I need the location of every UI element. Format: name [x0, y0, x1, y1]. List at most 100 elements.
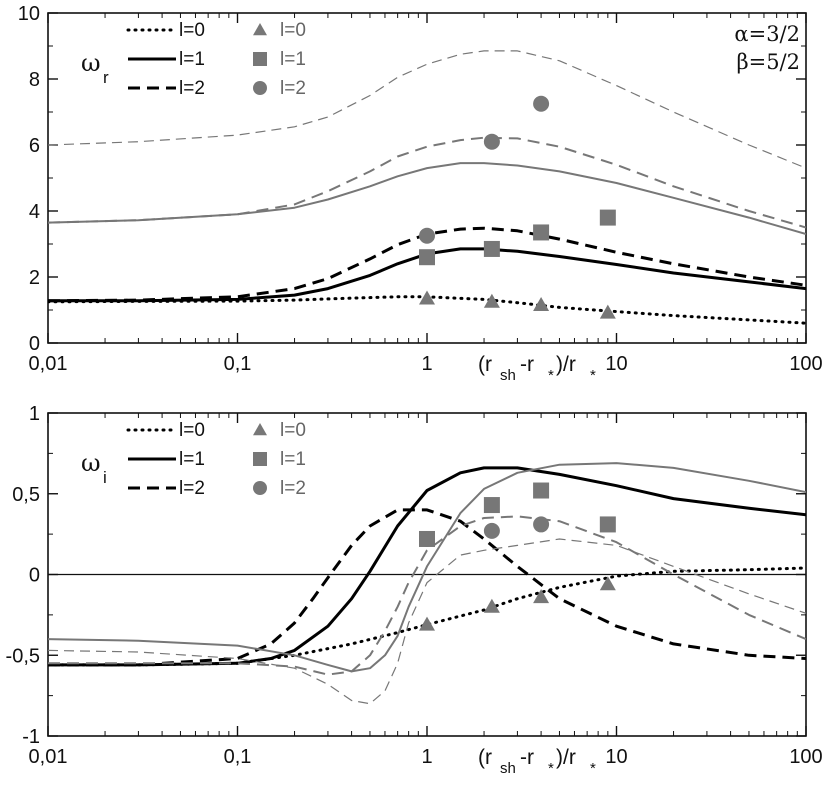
data-point-triangle [419, 616, 435, 631]
x-label-open: (r [478, 353, 492, 376]
legend-line-label: l=2 [179, 78, 205, 99]
x-label-sub-star2: * [590, 367, 596, 384]
legend-marker-label: l=0 [280, 420, 306, 441]
data-point-circle [533, 516, 550, 533]
data-point-square [599, 516, 616, 533]
y-tick-label: 8 [29, 69, 40, 91]
annotation: β=5/2 [736, 50, 800, 74]
series-line-4 [48, 136, 806, 229]
y-tick-label: 4 [29, 201, 40, 223]
data-point-square [483, 240, 500, 257]
series-line-2 [48, 508, 806, 667]
x-axis-label: (r sh -r *)/r * [478, 746, 596, 777]
data-point-triangle [419, 290, 435, 305]
series-line-2 [48, 226, 806, 303]
legend: l=0 l=1 l=2 l=0 l=1 l=2 [126, 420, 306, 499]
x-label-open: (r [478, 746, 492, 769]
series-line-5 [48, 50, 806, 169]
x-label-sub-star: * [548, 367, 554, 384]
x-tick-label: 100 [789, 353, 822, 375]
legend-marker-label: l=2 [280, 478, 306, 499]
legend-marker-circle [253, 481, 267, 495]
y-tick-label: 2 [29, 267, 40, 289]
legend-marker-label: l=2 [280, 78, 306, 99]
y-axis-label: ωr [81, 49, 109, 87]
x-tick-label: 0,1 [224, 746, 252, 768]
legend-marker-triangle [253, 23, 267, 36]
x-label-sub-star2: * [590, 760, 596, 777]
legend-line-label: l=0 [179, 20, 205, 41]
legend-line-label: l=1 [179, 449, 205, 470]
data-point-circle [419, 227, 435, 244]
legend-line-label: l=0 [179, 420, 205, 441]
legend-marker-square [253, 452, 267, 466]
legend-line-label: l=1 [179, 49, 205, 70]
y-tick-label: -1 [22, 726, 40, 748]
y-tick-label: 0 [29, 565, 40, 587]
legend-marker-circle [253, 81, 267, 95]
x-tick-label: 10 [605, 353, 627, 375]
series-line-0 [48, 566, 806, 667]
legend-marker-label: l=1 [280, 49, 306, 70]
legend-marker-triangle [253, 423, 267, 436]
data-point-square [419, 249, 435, 266]
data-point-triangle [599, 576, 616, 591]
x-label-close: )/r [556, 746, 576, 769]
series-line-5 [48, 538, 806, 705]
data-point-circle [483, 522, 500, 539]
data-point-triangle [533, 297, 550, 312]
legend-marker-label: l=1 [280, 449, 306, 470]
series-line-3 [48, 162, 806, 236]
x-label-sub-sh: sh [500, 367, 516, 384]
data-point-triangle [483, 293, 500, 308]
x-label-mid: -r [520, 353, 534, 376]
legend: l=0 l=1 l=2 l=0 l=1 l=2 [126, 20, 306, 99]
series-group [48, 462, 806, 705]
data-point-square [599, 209, 616, 226]
legend-marker-label: l=0 [280, 20, 306, 41]
legend-line-label: l=2 [179, 478, 205, 499]
legend-marker-square [253, 52, 267, 66]
x-tick-label: 100 [789, 746, 822, 768]
y-tick-label: 0 [29, 333, 40, 355]
x-tick-label: 1 [421, 353, 432, 375]
series-line-4 [48, 515, 806, 676]
x-label-sub-star: * [548, 760, 554, 777]
x-label-mid: -r [520, 746, 534, 769]
y-tick-label: 1 [29, 403, 40, 425]
series-line-0 [48, 295, 806, 325]
y-axis-label-main: ω [81, 449, 101, 477]
x-tick-label: 0,1 [224, 353, 252, 375]
y-axis-label-sub: i [103, 468, 107, 487]
data-point-triangle [533, 589, 550, 604]
series-line-1 [48, 247, 806, 303]
data-point-triangle [599, 304, 616, 319]
y-tick-label: 0,5 [12, 484, 40, 506]
annotation: α=3/2 [734, 22, 800, 46]
y-tick-label: 6 [29, 135, 40, 157]
x-label-sub-sh: sh [500, 760, 516, 777]
data-point-circle [483, 133, 500, 150]
x-tick-label: 0,01 [29, 353, 68, 375]
x-label-close: )/r [556, 353, 576, 376]
x-tick-label: 10 [605, 746, 627, 768]
y-axis-label-sub: r [103, 68, 109, 87]
x-tick-label: 0,01 [29, 746, 68, 768]
y-axis-label: ωi [81, 449, 107, 487]
x-tick-label: 1 [421, 746, 432, 768]
y-axis-label-main: ω [81, 49, 101, 77]
data-point-square [533, 482, 550, 499]
y-tick-label: -0,5 [6, 645, 40, 667]
data-point-square [483, 497, 500, 514]
data-point-circle [533, 95, 550, 112]
data-point-square [533, 224, 550, 241]
x-axis-label: (r sh -r *)/r * [478, 353, 596, 384]
data-point-triangle [483, 598, 500, 613]
series-group [48, 50, 806, 325]
data-point-circle [419, 530, 435, 547]
y-tick-label: 10 [18, 3, 40, 25]
series-line-3 [48, 462, 806, 673]
